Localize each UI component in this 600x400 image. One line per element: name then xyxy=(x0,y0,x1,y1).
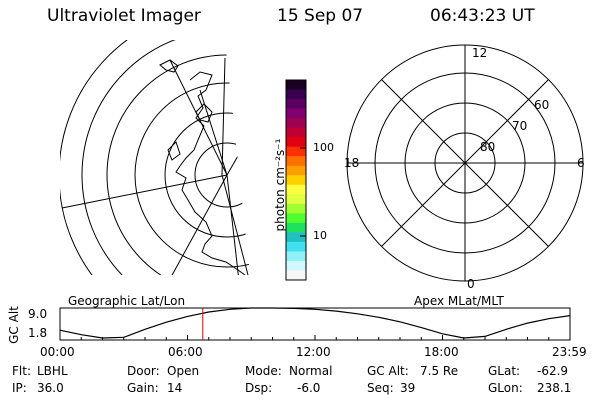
colorbar-band xyxy=(286,232,306,243)
door-value: Open xyxy=(167,364,200,378)
colorbar-band xyxy=(286,241,306,252)
map-meridian xyxy=(61,174,228,209)
gain-value: 14 xyxy=(167,381,183,395)
polar-axis xyxy=(381,79,549,247)
gcalt-label: GC Alt: xyxy=(367,364,409,378)
ip-label: IP: xyxy=(12,381,27,395)
x-tick-label: 23:59 xyxy=(552,345,587,359)
y-tick-label: 9.0 xyxy=(28,307,48,321)
mode-value: Normal xyxy=(289,364,333,378)
x-tick-label: 00:00 xyxy=(40,345,75,359)
colorbar-band xyxy=(286,108,306,119)
map-meridian xyxy=(226,174,241,275)
map-lat-circle xyxy=(81,40,250,275)
header-time: 06:43:23 UT xyxy=(430,6,535,26)
x-tick-label: 06:00 xyxy=(168,345,203,359)
colorbar-band xyxy=(286,203,306,214)
map-meridian xyxy=(164,174,228,275)
colorbar-band xyxy=(286,165,306,176)
colorbar-band xyxy=(286,251,306,262)
colorbar-tick-label: 10 xyxy=(313,229,327,242)
colorbar-tick-label: 100 xyxy=(313,141,334,154)
colorbar-band xyxy=(286,127,306,138)
colorbar-band xyxy=(286,156,306,167)
flt-label: Flt: xyxy=(12,364,31,378)
mlt-label-6: 6 xyxy=(577,156,585,170)
header-date: 15 Sep 07 xyxy=(277,6,364,26)
colorbar-band xyxy=(286,118,306,129)
coastline xyxy=(167,141,181,161)
dsp-value: -6.0 xyxy=(297,381,321,395)
colorbar-band xyxy=(286,99,306,110)
gcalt-value: 7.5 Re xyxy=(420,364,459,378)
coastline xyxy=(175,71,246,275)
mlt-label-12: 12 xyxy=(472,46,488,60)
gc-alt-line xyxy=(59,307,571,339)
colorbar-band xyxy=(286,184,306,195)
glat-value: -62.9 xyxy=(537,364,569,378)
glat-label: GLat: xyxy=(488,364,521,378)
colorbar-band xyxy=(286,260,306,271)
lat-label-60: 60 xyxy=(534,98,550,112)
map-lat-circle xyxy=(134,82,250,268)
y-tick-label: 1.8 xyxy=(28,326,48,340)
apex-caption: Apex MLat/MLT xyxy=(414,294,504,308)
map-lat-circle xyxy=(194,142,250,208)
colorbar-band xyxy=(286,89,306,100)
ip-value: 36.0 xyxy=(37,381,64,395)
mlt-label-18: 18 xyxy=(344,156,360,170)
seq-value: 39 xyxy=(400,381,416,395)
door-label: Door: xyxy=(127,364,160,378)
glon-value: 238.1 xyxy=(537,381,572,395)
lat-label-70: 70 xyxy=(512,119,528,133)
colorbar-band xyxy=(286,137,306,148)
coastline xyxy=(195,103,213,123)
mode-label: Mode: xyxy=(245,364,282,378)
x-tick-label: 12:00 xyxy=(296,345,331,359)
colorbar-band xyxy=(286,194,306,205)
map-lat-circle xyxy=(164,112,250,238)
instrument-title: Ultraviolet Imager xyxy=(47,6,201,26)
colorbar-band xyxy=(286,146,306,157)
geographic-caption: Geographic Lat/Lon xyxy=(68,294,186,308)
flt-value: LBHL xyxy=(37,364,68,378)
colorbar-band xyxy=(286,80,306,91)
colorbar-band xyxy=(286,270,306,281)
colorbar-band xyxy=(286,175,306,186)
gain-label: Gain: xyxy=(127,381,159,395)
seq-label: Seq: xyxy=(367,381,394,395)
glon-label: GLon: xyxy=(488,381,523,395)
dsp-label: Dsp: xyxy=(245,381,273,395)
lat-label-80: 80 xyxy=(480,140,496,154)
colorbar-band xyxy=(286,222,306,233)
mlt-label-0: 0 xyxy=(467,277,475,291)
x-tick-label: 18:00 xyxy=(424,345,459,359)
colorbar-band xyxy=(286,213,306,224)
coastline xyxy=(159,59,179,73)
map-edge xyxy=(221,57,249,276)
